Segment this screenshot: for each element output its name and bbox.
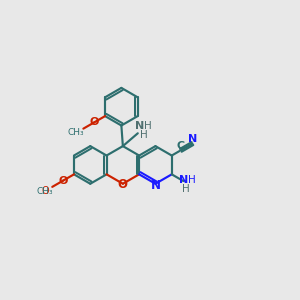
Text: CH₃: CH₃ [37,187,53,196]
Text: H: H [140,130,148,140]
Text: H: H [188,175,196,184]
Text: N: N [150,179,161,192]
Text: CH₃: CH₃ [68,128,84,137]
Text: N: N [188,134,197,144]
Text: O: O [58,176,68,186]
Text: H: H [182,184,190,194]
Text: O: O [118,178,128,191]
Text: N: N [179,175,188,184]
Text: C: C [177,141,185,151]
Text: H: H [144,121,152,131]
Text: O: O [89,117,99,128]
Text: O: O [41,186,49,196]
Text: N: N [135,121,144,131]
